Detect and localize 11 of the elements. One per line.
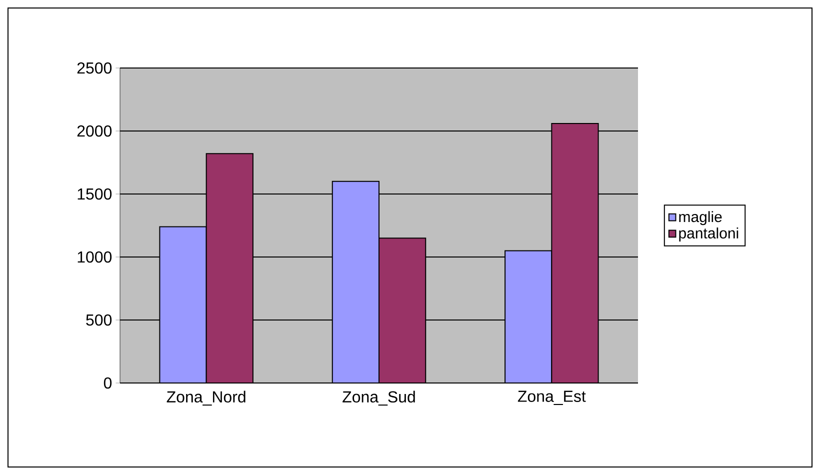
legend-label: maglie: [679, 211, 722, 226]
y-tick-label: 2500: [77, 62, 112, 74]
legend-label: pantaloni: [679, 228, 738, 242]
x-tick-label: Zona_Nord: [166, 390, 246, 406]
y-tick-label: 0: [104, 377, 112, 389]
y-tick-label: 2000: [77, 125, 112, 137]
x-tick-label: Zona_Sud: [342, 390, 415, 406]
x-tick-label: Zona_Est: [518, 390, 586, 405]
y-tick-label: 1000: [78, 251, 112, 263]
y-tick-label: 500: [86, 314, 112, 326]
y-tick-label: 1500: [78, 188, 112, 200]
